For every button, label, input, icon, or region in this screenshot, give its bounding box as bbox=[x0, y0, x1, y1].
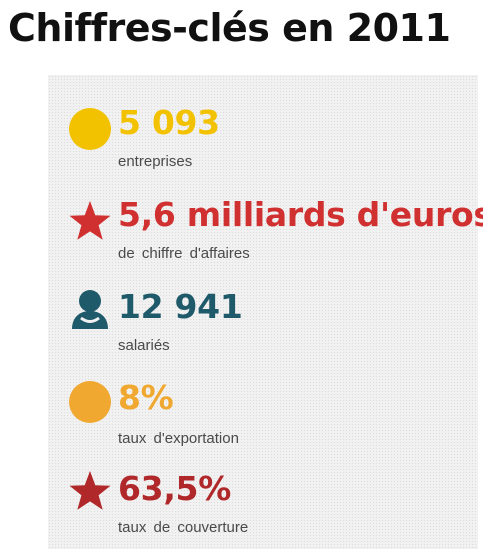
dark-red-star-icon bbox=[69, 471, 111, 510]
stat-coverage-rate: 63,5% taux de couverture bbox=[48, 467, 478, 547]
stat-label: entreprises bbox=[118, 153, 193, 170]
page-title: Chiffres-clés en 2011 bbox=[8, 6, 451, 50]
stat-value: 8% bbox=[118, 378, 174, 417]
stat-companies: 5 093 entreprises bbox=[48, 101, 478, 181]
stat-value: 5,6 milliards d'euros bbox=[118, 195, 483, 234]
stat-value: 63,5% bbox=[118, 469, 231, 508]
stat-export-rate: 8% taux d'exportation bbox=[48, 378, 478, 458]
person-icon bbox=[72, 290, 108, 329]
key-figures-panel: 5 093 entreprises 5,6 milliards d'euros … bbox=[48, 75, 483, 549]
red-star-icon bbox=[69, 201, 111, 240]
stat-value: 5 093 bbox=[118, 103, 220, 142]
stat-label: taux d'exportation bbox=[118, 430, 239, 447]
stat-label: taux de couverture bbox=[118, 519, 249, 536]
stat-employees: 12 941 salariés bbox=[48, 283, 478, 363]
stat-label: salariés bbox=[118, 337, 170, 354]
stat-value: 12 941 bbox=[118, 287, 243, 326]
stat-revenue: 5,6 milliards d'euros de chiffre d'affai… bbox=[48, 195, 483, 275]
orange-circle-icon bbox=[69, 381, 111, 423]
stat-label: de chiffre d'affaires bbox=[118, 245, 250, 262]
yellow-circle-icon bbox=[69, 108, 111, 150]
